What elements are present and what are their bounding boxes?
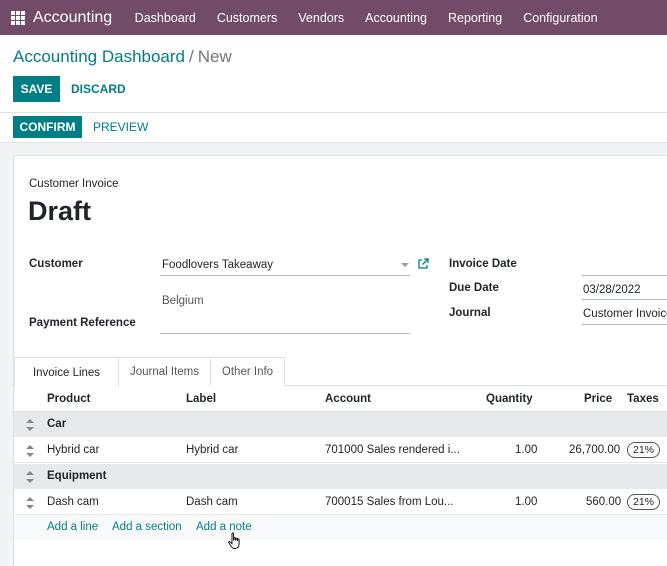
save-button[interactable]: SAVE	[13, 76, 60, 102]
column-header-product[interactable]: Product	[47, 393, 91, 405]
cell-price: 26,700.00	[569, 444, 621, 456]
cell-account: 701000 Sales rendered i...	[325, 444, 460, 456]
journal-label: Journal	[449, 307, 491, 319]
cell-price: 560.00	[586, 496, 622, 508]
hand-pointer-cursor-icon	[228, 532, 240, 549]
journal-field[interactable]: Customer Invoice	[583, 308, 667, 320]
drag-handle-icon[interactable]	[26, 471, 34, 483]
column-header-price[interactable]: Price	[584, 393, 613, 405]
cell-label: Hybrid car	[186, 444, 239, 456]
cell-label: Dash cam	[186, 496, 238, 508]
due-date-label: Due Date	[449, 282, 499, 294]
nav-dashboard[interactable]: Dashboard	[134, 10, 196, 25]
tax-badge: 21%	[627, 494, 661, 510]
payment-reference-label: Payment Reference	[29, 317, 136, 329]
section-name: Car	[47, 418, 67, 430]
table-header: Product Label Account Quantity Price Tax…	[14, 387, 667, 412]
cell-account: 700015 Sales from Lou...	[325, 496, 454, 508]
confirm-button[interactable]: CONFIRM	[13, 116, 82, 138]
cell-quantity: 1.00	[515, 496, 538, 508]
customer-country: Belgium	[162, 295, 204, 307]
table-add-row: Add a line Add a section Add a note	[14, 515, 667, 540]
cell-product: Hybrid car	[47, 444, 100, 456]
table-row[interactable]: Dash cam Dash cam 700015 Sales from Lou.…	[14, 490, 667, 515]
app-name[interactable]: Accounting	[33, 8, 113, 26]
tab-other-info[interactable]: Other Info	[211, 357, 285, 386]
chevron-down-icon[interactable]	[401, 263, 409, 267]
column-header-label[interactable]: Label	[186, 393, 217, 405]
due-date-underline	[582, 299, 667, 300]
column-header-account[interactable]: Account	[325, 393, 371, 405]
external-link-icon[interactable]	[417, 258, 429, 270]
add-line-link[interactable]: Add a line	[47, 521, 99, 533]
tab-invoice-lines[interactable]: Invoice Lines	[14, 357, 119, 387]
preview-button[interactable]: PREVIEW	[93, 120, 149, 134]
column-header-taxes[interactable]: Taxes	[627, 393, 659, 405]
breadcrumb-parent[interactable]: Accounting Dashboard	[13, 47, 186, 66]
table-section-row[interactable]: Equipment	[14, 464, 667, 489]
tab-bar	[14, 357, 667, 386]
drag-handle-icon[interactable]	[26, 419, 34, 431]
divider	[0, 112, 667, 113]
invoice-status-title: Draft	[28, 196, 92, 226]
invoice-date-label: Invoice Date	[449, 258, 517, 270]
section-name: Equipment	[47, 470, 107, 482]
add-section-link[interactable]: Add a section	[112, 521, 182, 533]
discard-button[interactable]: DISCARD	[71, 82, 126, 96]
customer-label: Customer	[29, 258, 83, 270]
due-date-field[interactable]: 03/28/2022	[583, 284, 641, 296]
table-row[interactable]: Hybrid car Hybrid car 701000 Sales rende…	[14, 438, 667, 463]
customer-field-underline	[160, 275, 410, 276]
top-navbar: Accounting Dashboard Customers Vendors A…	[0, 0, 667, 35]
nav-configuration[interactable]: Configuration	[523, 10, 598, 25]
nav-customers[interactable]: Customers	[216, 10, 278, 25]
tab-journal-items[interactable]: Journal Items	[119, 357, 211, 386]
tax-badge: 21%	[627, 442, 661, 458]
nav-vendors[interactable]: Vendors	[298, 10, 345, 25]
table-section-row[interactable]: Car	[14, 412, 667, 437]
journal-underline	[582, 324, 667, 325]
cell-quantity: 1.00	[515, 444, 538, 456]
drag-handle-icon[interactable]	[26, 445, 34, 457]
customer-field[interactable]: Foodlovers Takeaway	[162, 259, 274, 271]
drag-handle-icon[interactable]	[26, 497, 34, 509]
payment-reference-field[interactable]	[160, 333, 410, 334]
document-type: Customer Invoice	[29, 178, 119, 190]
apps-grid-icon[interactable]	[11, 10, 25, 25]
breadcrumb: Accounting Dashboard / New	[13, 47, 232, 67]
add-note-link[interactable]: Add a note	[196, 521, 252, 533]
divider	[0, 142, 667, 143]
nav-reporting[interactable]: Reporting	[448, 10, 503, 25]
breadcrumb-separator: /	[189, 47, 194, 66]
cell-product: Dash cam	[47, 496, 99, 508]
column-header-quantity[interactable]: Quantity	[486, 393, 533, 405]
invoice-date-field[interactable]	[582, 275, 667, 276]
nav-accounting[interactable]: Accounting	[365, 10, 427, 25]
breadcrumb-current: New	[197, 47, 232, 66]
